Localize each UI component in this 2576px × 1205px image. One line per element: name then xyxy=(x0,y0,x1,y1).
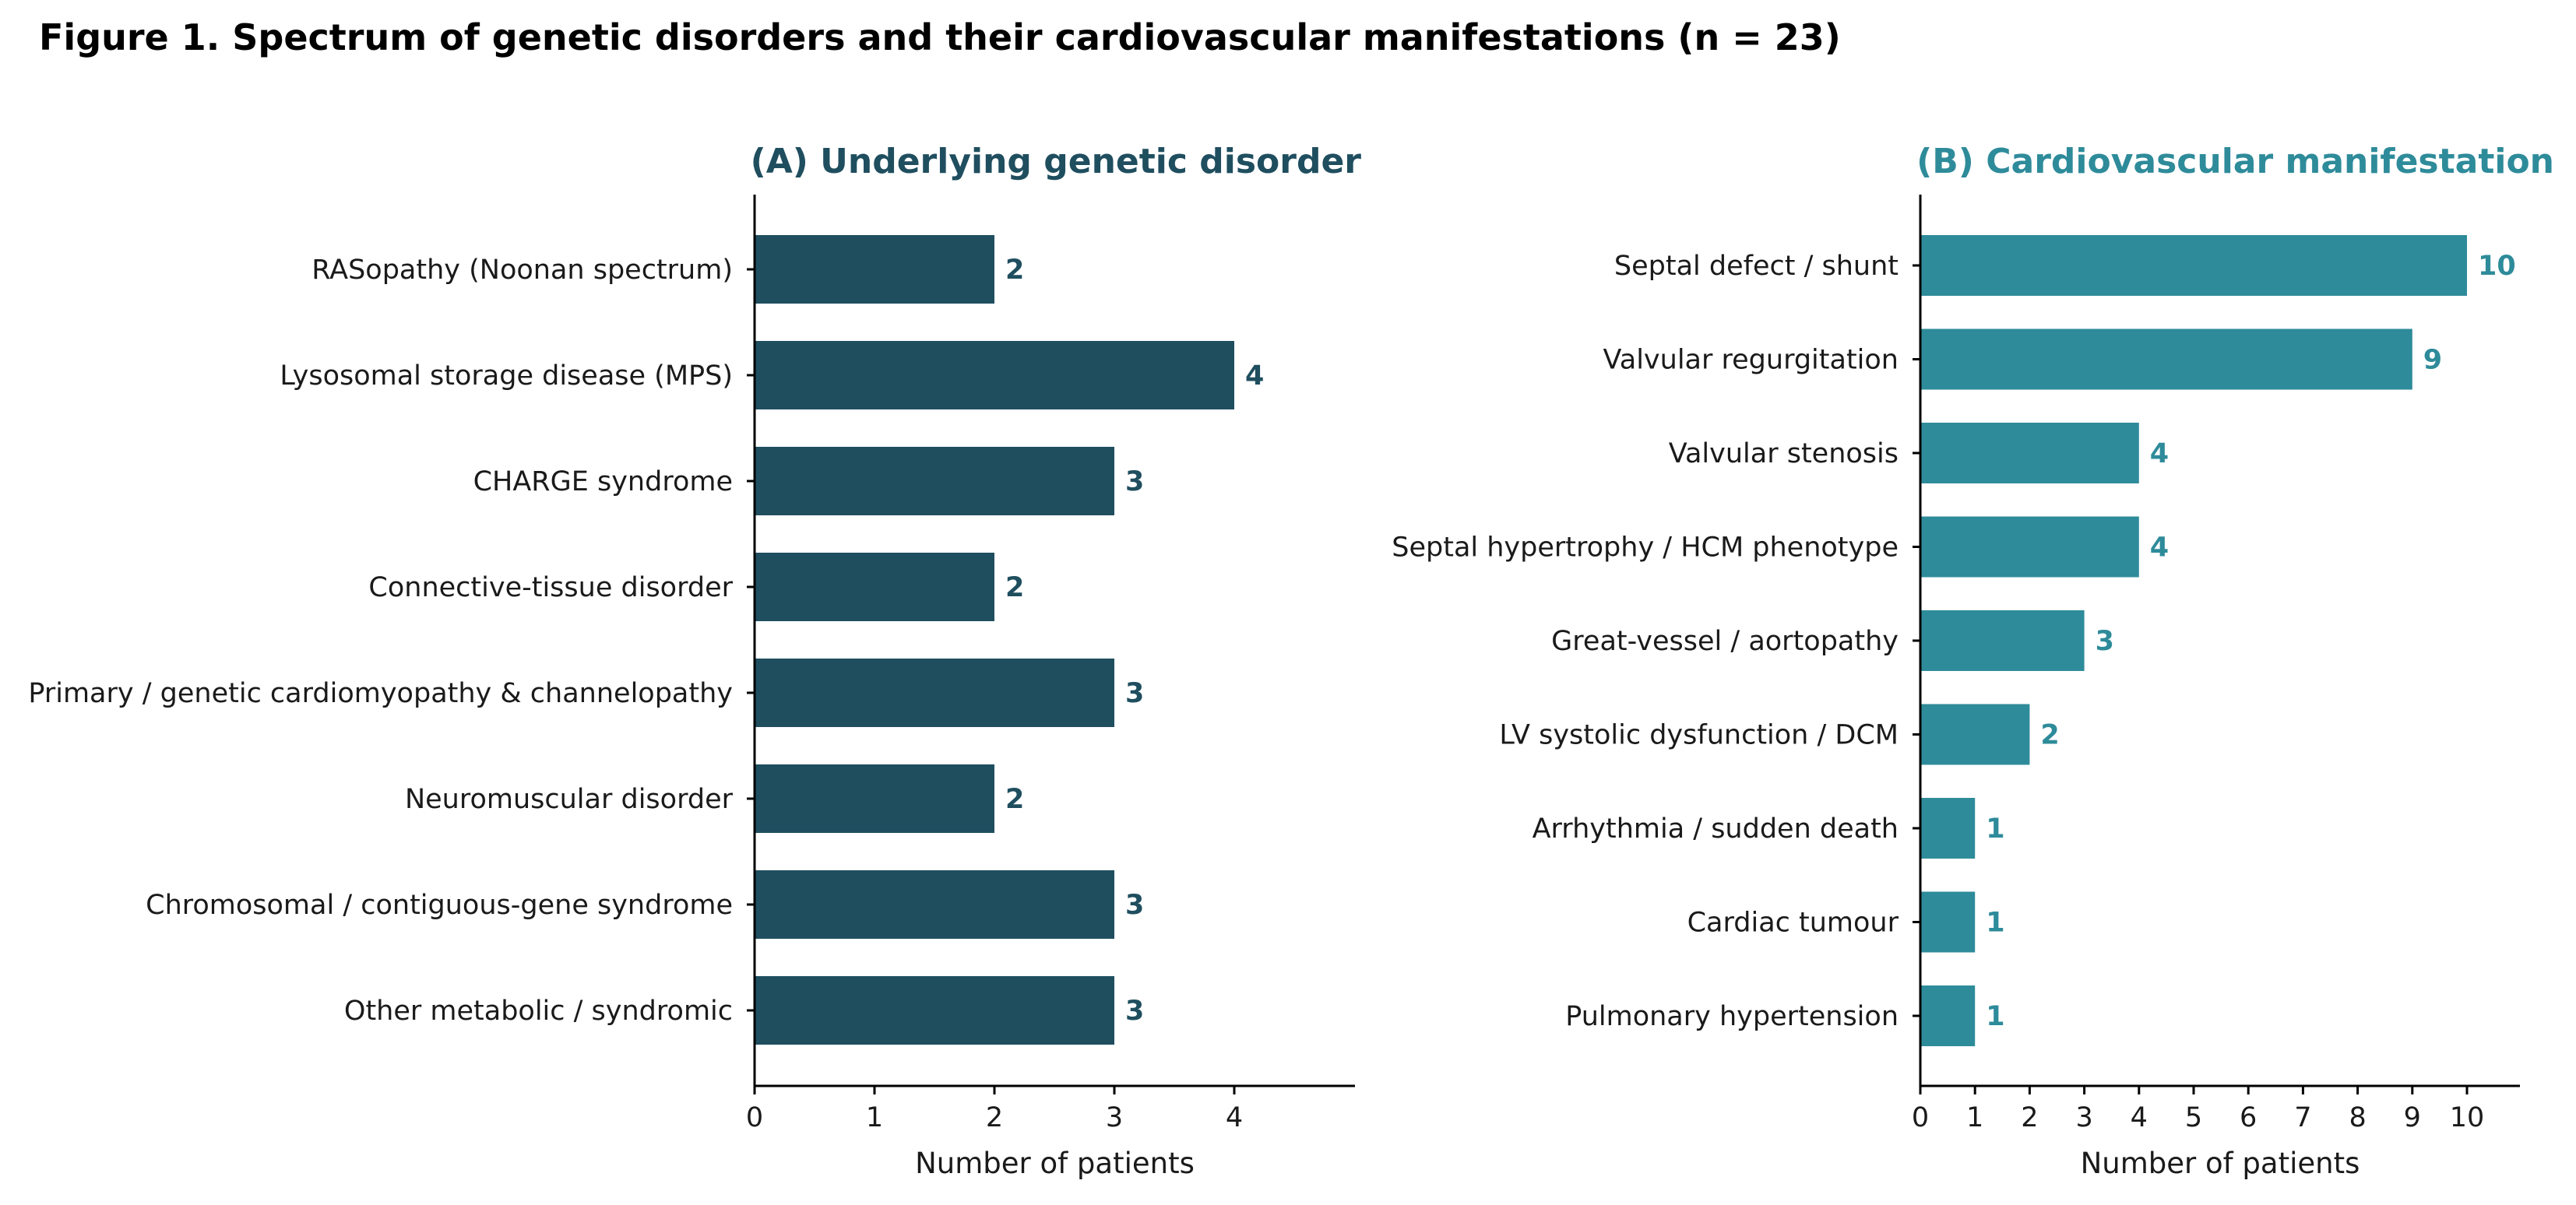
panel-a-x-tick-label: 4 xyxy=(1226,1102,1243,1133)
panel-b-category-label: LV systolic dysfunction / DCM xyxy=(1499,720,1899,751)
panel-a-chart: (A) Underlying genetic disorder RASopathy… xyxy=(28,142,1361,1180)
panel-b-category-label: Septal hypertrophy / HCM phenotype xyxy=(1392,532,1899,564)
panel-b-title: (B) Cardiovascular manifestation xyxy=(1916,142,2554,181)
panel-a-bar xyxy=(755,870,1114,939)
panel-b-bar xyxy=(1920,328,2412,390)
panel-b-category-label: Valvular stenosis xyxy=(1669,438,1899,469)
panel-b-value-label: 2 xyxy=(2040,720,2059,751)
panel-a-x-tick-label: 1 xyxy=(866,1102,883,1133)
panel-b-x-tick-label: 4 xyxy=(2131,1102,2148,1133)
panel-a-category-label: RASopathy (Noonan spectrum) xyxy=(311,255,733,286)
panel-b-bar xyxy=(1920,516,2139,578)
panel-a-x-axis-label: Number of patients xyxy=(915,1147,1195,1180)
panel-b-value-label: 1 xyxy=(1986,908,2004,939)
panel-a-x-tick-label: 0 xyxy=(746,1102,763,1133)
panel-b-bar xyxy=(1920,704,2030,765)
panel-b-x-tick-label: 6 xyxy=(2240,1102,2257,1133)
panel-a-category-label: CHARGE syndrome xyxy=(473,466,733,497)
panel-b-value-label: 9 xyxy=(2423,345,2442,376)
figure-title: Figure 1. Spectrum of genetic disorders … xyxy=(39,16,1841,58)
panel-b-category-label: Pulmonary hypertension xyxy=(1565,1001,1899,1032)
panel-b-value-label: 4 xyxy=(2150,438,2169,469)
panel-a-bar xyxy=(755,447,1114,515)
panel-a-bar xyxy=(755,976,1114,1045)
panel-b-chart: (B) Cardiovascular manifestation Septal d… xyxy=(1392,142,2554,1180)
panel-b-category-label: Septal defect / shunt xyxy=(1614,251,1899,282)
panel-b-x-tick-label: 9 xyxy=(2404,1102,2421,1133)
panel-b-value-label: 4 xyxy=(2150,532,2169,564)
panel-b-x-tick-label: 5 xyxy=(2185,1102,2202,1133)
panel-a-bar xyxy=(755,764,994,833)
panel-b-bar xyxy=(1920,610,2085,671)
panel-a-value-label: 4 xyxy=(1245,360,1264,392)
panel-b-x-tick-label: 3 xyxy=(2075,1102,2092,1133)
panel-b-x-tick-label: 2 xyxy=(2021,1102,2038,1133)
panel-b-x-axis-label: Number of patients xyxy=(2081,1147,2360,1180)
panel-a-bar xyxy=(755,341,1234,409)
panel-b-bar xyxy=(1920,798,1976,859)
panel-b-value-label: 1 xyxy=(1986,1001,2004,1032)
panel-b-category-label: Valvular regurgitation xyxy=(1603,345,1899,376)
panel-a-category-label: Connective-tissue disorder xyxy=(368,572,733,603)
panel-b-x-tick-label: 8 xyxy=(2349,1102,2366,1133)
panel-b-category-label: Great-vessel / aortopathy xyxy=(1551,626,1899,657)
panel-b-value-label: 3 xyxy=(2096,626,2114,657)
panel-a-value-label: 3 xyxy=(1125,678,1144,709)
panel-a-value-label: 3 xyxy=(1125,890,1144,921)
panel-a-category-label: Other metabolic / syndromic xyxy=(344,996,733,1027)
panel-a-bar xyxy=(755,659,1114,727)
panel-b-x-tick-label: 0 xyxy=(1912,1102,1929,1133)
panel-a-x-tick-label: 3 xyxy=(1106,1102,1123,1133)
panel-a-value-label: 3 xyxy=(1125,466,1144,497)
panel-b-bar xyxy=(1920,235,2467,296)
panel-a-x-tick-label: 2 xyxy=(986,1102,1003,1133)
panel-b-category-label: Arrhythmia / sudden death xyxy=(1533,813,1899,845)
panel-a-title: (A) Underlying genetic disorder xyxy=(751,142,1362,181)
panel-a-value-label: 2 xyxy=(1005,255,1024,286)
panel-a-category-label: Lysosomal storage disease (MPS) xyxy=(280,360,733,392)
panel-b-value-label: 10 xyxy=(2478,251,2516,282)
panel-b-bar xyxy=(1920,891,1976,953)
panel-a-value-label: 2 xyxy=(1005,784,1024,815)
panel-b-x-tick-label: 1 xyxy=(1966,1102,1983,1133)
panel-b-bar xyxy=(1920,985,1976,1046)
panel-b-category-label: Cardiac tumour xyxy=(1687,908,1899,939)
panel-a-value-label: 2 xyxy=(1005,572,1024,603)
panel-b-x-tick-label: 7 xyxy=(2294,1102,2311,1133)
panel-b-bar xyxy=(1920,423,2139,483)
panel-a-bar xyxy=(755,553,994,621)
panel-b-x-tick-label: 10 xyxy=(2450,1102,2485,1133)
panel-a-category-label: Chromosomal / contiguous-gene syndrome xyxy=(146,890,733,921)
panel-a-value-label: 3 xyxy=(1125,996,1144,1027)
panel-a-category-label: Neuromuscular disorder xyxy=(405,784,734,815)
panel-a-bar xyxy=(755,235,994,304)
panel-b-value-label: 1 xyxy=(1986,813,2004,845)
panel-a-category-label: Primary / genetic cardiomyopathy & chann… xyxy=(28,678,733,709)
